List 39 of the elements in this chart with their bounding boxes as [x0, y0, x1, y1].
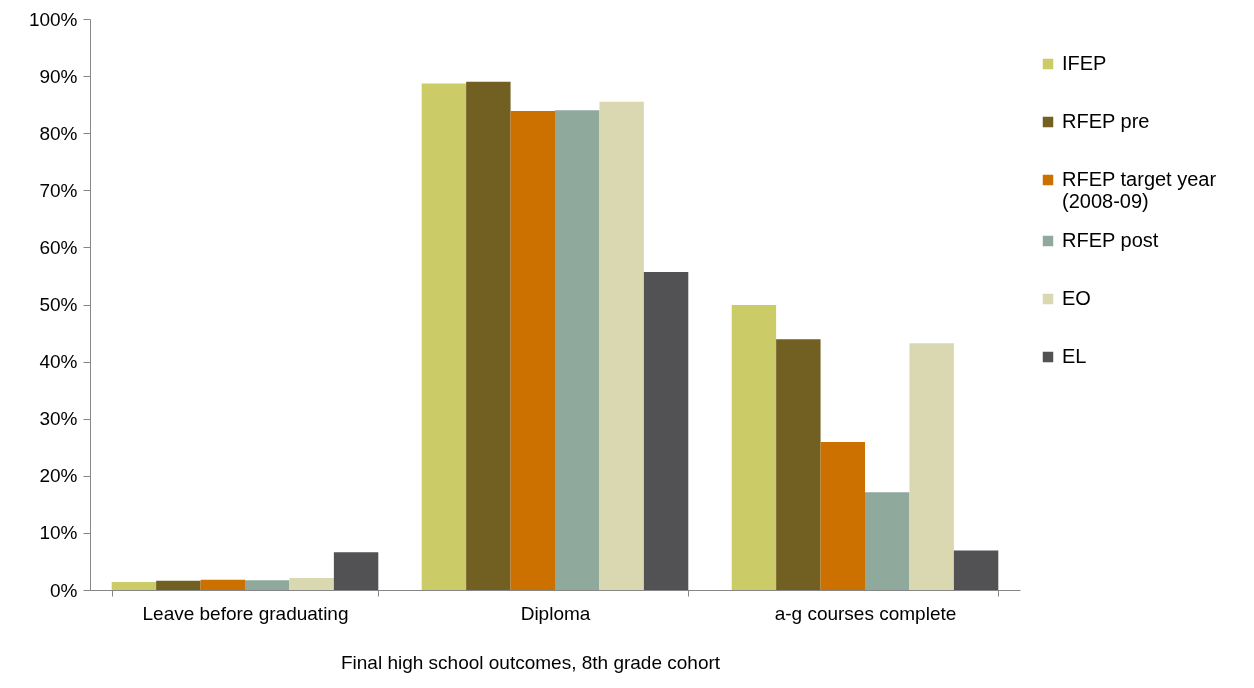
x-axis-title: Final high school outcomes, 8th grade cohort	[340, 651, 721, 673]
legend-label: RFEP target year (2008-09)	[1062, 168, 1217, 212]
bar	[333, 552, 379, 590]
bar	[156, 580, 201, 590]
x-tick-label: Leave before graduating	[142, 602, 349, 624]
y-tick-label: 100%	[28, 8, 78, 30]
bar	[200, 579, 245, 590]
legend-label: RFEP post	[1062, 229, 1159, 251]
y-tick-label: 40%	[39, 351, 78, 373]
y-tick-label: 60%	[39, 236, 78, 258]
bar	[643, 271, 689, 590]
bar	[599, 101, 644, 590]
y-tick-label: 80%	[39, 122, 78, 144]
bar	[731, 305, 777, 590]
bar	[466, 81, 511, 590]
y-tick-label: 70%	[39, 179, 78, 201]
bar	[510, 110, 555, 590]
bar	[555, 110, 600, 590]
y-tick-label: 50%	[39, 294, 78, 315]
bar	[111, 582, 157, 590]
bar	[776, 339, 821, 590]
bar	[289, 578, 334, 590]
y-tick-label: 30%	[39, 408, 78, 430]
x-tick-label: a-g courses complete	[774, 602, 957, 624]
bar	[820, 442, 865, 590]
y-tick-label: 90%	[39, 65, 78, 87]
legend-label: EO	[1062, 287, 1091, 309]
legend-label: IFEP	[1062, 52, 1107, 74]
bar	[245, 580, 290, 590]
bar	[865, 492, 910, 590]
bar	[953, 550, 999, 590]
x-tick-label: Diploma	[520, 602, 591, 624]
legend-label: RFEP pre	[1062, 110, 1150, 132]
y-tick-label: 0%	[50, 579, 78, 601]
legend-label: EL	[1062, 345, 1087, 367]
y-tick-label: 20%	[39, 465, 78, 487]
y-tick-label: 10%	[39, 522, 78, 544]
bar	[421, 83, 467, 590]
bar	[909, 343, 954, 590]
